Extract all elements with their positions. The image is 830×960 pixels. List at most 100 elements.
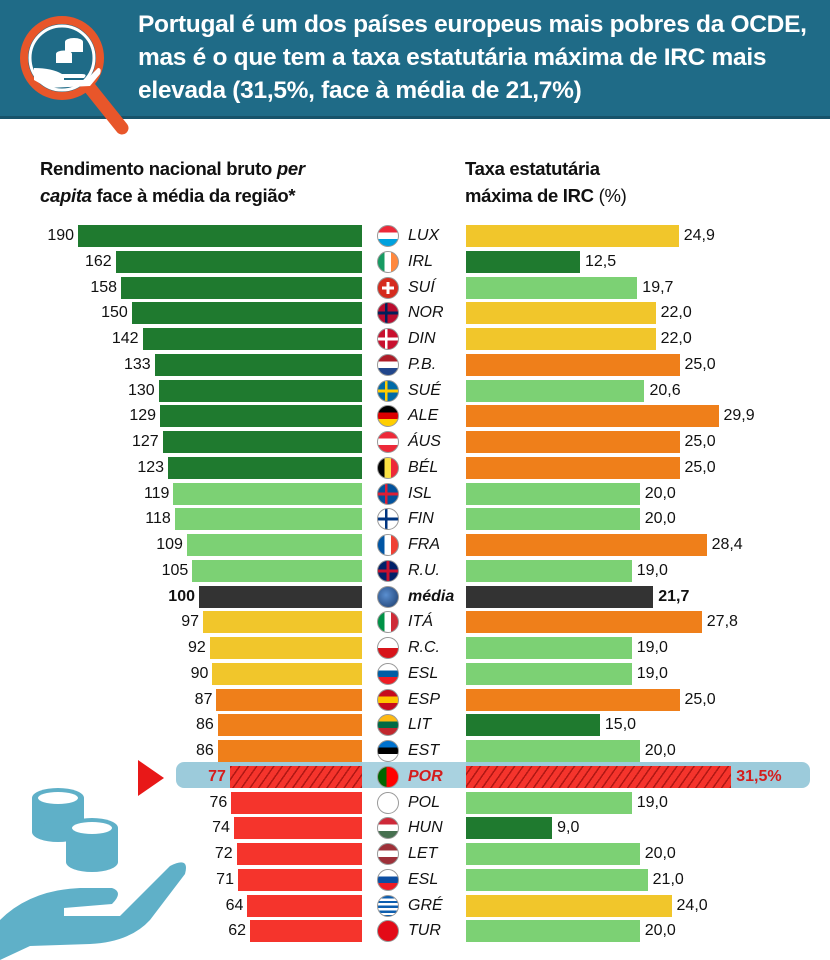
right-value-label: 19,0 [636,793,668,811]
country-code: POL [408,793,441,811]
chart-row-bél: 123 BÉL 25,0 [0,456,830,480]
flag-icon [377,585,399,608]
right-bar [466,637,632,659]
country-code: DIN [408,330,436,347]
country-code: ESP [408,690,441,708]
left-value-label: 119 [143,484,170,502]
left-value-label: 97 [181,613,200,631]
left-value-label: 72 [214,845,233,862]
right-value-label: 20,6 [649,381,681,399]
right-bar [466,302,656,325]
right-value-label: 22,0 [660,304,692,322]
left-bar [131,302,362,325]
country-code: LET [408,845,438,862]
country-code: NOR [408,304,444,322]
right-value-label: 20,0 [644,510,676,528]
right-value-label: 21,7 [658,587,690,605]
left-bar [199,585,362,608]
flag-icon [377,302,399,325]
chart-row-let: 72 LET 20,0 [0,842,830,866]
chart-row-itá: 97 ITÁ 27,8 [0,610,830,634]
right-bar [466,585,654,608]
left-bar [192,559,362,582]
right-bar [466,379,645,402]
country-code: LUX [408,227,440,244]
country-code: ALE [408,407,439,425]
country-code: LIT [408,716,432,734]
flag-icon [377,405,399,428]
left-bar [247,894,362,917]
left-title-italic: per [276,158,305,179]
chart-row-esl: 71 ESL 21,0 [0,868,830,892]
left-value-label: 158 [90,278,118,296]
right-value-label: 24,9 [683,227,715,244]
left-value-label: 127 [132,433,159,450]
chart-row-fra: 109 FRA 28,4 [0,533,830,557]
right-value-label: 22,0 [660,330,692,347]
right-bar [466,894,672,917]
left-bar [168,456,362,479]
right-title-unit: (%) [593,185,627,206]
flag-icon [377,353,399,376]
right-value-label: 28,4 [711,536,743,553]
left-value-label: 109 [156,536,183,553]
left-column-title: Rendimento nacional bruto per capita fac… [40,155,305,209]
right-bar [466,662,632,685]
left-value-label: 71 [216,870,234,888]
flag-icon [377,817,399,840]
left-value-label: 74 [212,819,230,837]
left-value-label: 130 [127,381,155,399]
right-value-label: 9,0 [557,819,580,837]
left-title-text: face à média da região* [91,185,296,206]
right-column-title: Taxa estatutária máxima de IRC (%) [465,155,627,209]
right-value-label: 21,0 [652,870,684,888]
chart-row-est: 86 EST 20,0 [0,739,830,763]
chart-row-irl: 162 IRL 12,5 [0,250,830,274]
flag-icon [377,637,399,659]
right-value-label: 15,0 [604,716,637,734]
left-value-label: 86 [196,716,214,734]
flag-icon [377,431,399,453]
chart-row-ale: 129 ALE 29,9 [0,404,830,428]
right-value-label: 12,5 [585,252,617,270]
country-code: EST [408,742,440,759]
country-code: média [408,587,455,605]
left-value-label: 133 [123,355,151,373]
right-bar [466,920,640,943]
chart-row-lit: 86 LIT 15,0 [0,713,830,737]
right-value-label: 20,0 [644,922,676,940]
left-bar [115,250,362,273]
left-bar [174,508,362,531]
left-value-label: 142 [111,330,139,347]
left-bar [142,328,362,350]
chart-row-média: 100 média 21,7 [0,585,830,609]
right-bar [466,868,648,891]
right-bar [466,482,640,505]
flag-icon [377,843,399,865]
country-code: R.U. [408,561,440,579]
right-bar [466,740,640,762]
country-code: TUR [408,922,441,940]
right-bar [466,508,640,531]
right-bar [466,688,680,711]
right-bar [466,456,680,479]
chart-title: Portugal é um dos países europeus mais p… [138,11,807,104]
flag-icon [377,868,399,891]
right-value-label: 19,0 [636,561,668,579]
country-code: ESL [408,664,439,682]
left-value-label: 190 [47,227,75,244]
flag-icon [377,740,399,762]
left-value-label: 123 [137,458,165,476]
country-code: FRA [408,536,440,553]
left-bar [154,353,362,376]
country-code: GRÉ [408,896,443,914]
right-bar [466,276,638,299]
flag-icon [377,225,399,247]
left-value-label: 105 [161,561,189,579]
country-code: SUÉ [408,381,441,399]
left-bar [121,276,362,299]
flag-icon [377,534,399,556]
right-value-label: 20,0 [644,845,676,862]
right-value-label: 29,9 [723,407,755,425]
left-bar [217,740,362,762]
